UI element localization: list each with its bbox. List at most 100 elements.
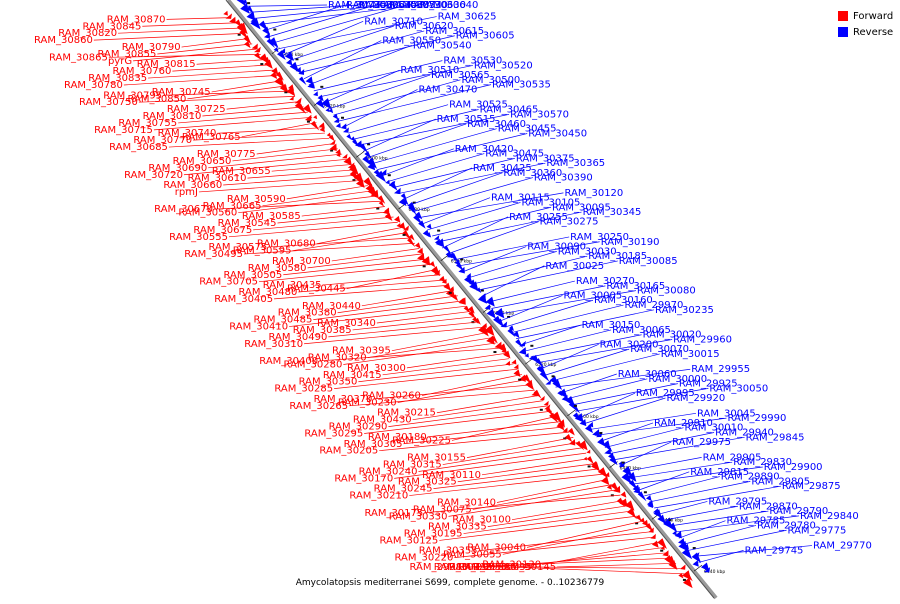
gene-label: RAM_30420 [455, 144, 514, 155]
gene-label: RAM_30335 [428, 522, 487, 533]
gene-glyph [355, 140, 362, 148]
gene-label: RAM_29980 [410, 562, 469, 573]
gene-label: RAM_30170 [334, 473, 393, 484]
gene-label: RAM_30035 [473, 562, 532, 573]
gene-label: RAM_30260 [362, 391, 421, 402]
gene-leader-line [223, 174, 360, 186]
gene-leader-line [181, 38, 248, 48]
gene-label: RAM_30085 [619, 256, 678, 267]
gene-label: RAM_30355 [419, 546, 478, 557]
gene-leader-line [93, 33, 244, 41]
gene-label: RAM_30625 [438, 12, 497, 23]
gene-glyph [342, 153, 348, 159]
genome-caption: Amycolatopsis mediterranei S699, complet… [295, 578, 605, 588]
gene-leader-line [303, 40, 382, 80]
gene-leader-line [609, 432, 715, 454]
gene-leader-line [454, 536, 655, 558]
gene-glyph [684, 572, 693, 582]
gene-label: RAM_30115 [491, 193, 550, 204]
gene-mark [306, 120, 310, 123]
gene-leader-line [244, 4, 327, 7]
gene-label: RAM_30670 [154, 204, 213, 215]
gene-label: RAM_30690 [148, 163, 207, 174]
gene-glyph [243, 35, 252, 45]
gene-label: RAM_29890 [721, 472, 780, 483]
gene-label: RAM_30155 [407, 453, 466, 464]
gene-leader-line [388, 405, 548, 427]
gene-leader-line [168, 137, 330, 148]
gene-glyph [294, 97, 302, 104]
gene-label: RAM_30745 [152, 87, 211, 98]
gene-glyph [522, 374, 532, 384]
gene-glyph [359, 143, 369, 154]
gene-mark [692, 547, 696, 550]
gene-glyph [342, 127, 349, 133]
gene-glyph [340, 123, 347, 130]
gene-label: RAM_30280 [284, 360, 343, 371]
gene-leader-line [308, 45, 412, 86]
gene-leader-line [604, 427, 684, 448]
gene-label: RAM_30680 [257, 239, 316, 250]
gene-glyph [332, 113, 339, 120]
gene-glyph [289, 61, 300, 73]
gene-label: RAM_30740 [158, 128, 217, 139]
gene-glyph [426, 223, 432, 230]
gene-label: pyrG [108, 56, 132, 67]
gene-label: RAM_30505 [223, 270, 282, 281]
gene-glyph [683, 577, 693, 589]
gene-label: RAM_30330 [389, 511, 448, 522]
gene-glyph [298, 76, 307, 86]
gene-label: RAM_30125 [379, 535, 438, 546]
gene-glyph [597, 437, 606, 447]
gene-glyph [375, 170, 386, 183]
gene-label: RAM_29925 [679, 379, 738, 390]
gene-glyph [501, 348, 507, 354]
gene-leader-line [274, 284, 450, 300]
gene-glyph [441, 278, 447, 284]
gene-glyph [328, 134, 335, 142]
gene-leader-line [193, 132, 325, 141]
gene-label: RAM_29775 [788, 525, 847, 536]
gene-label: RAM_30725 [167, 104, 226, 115]
gene-glyph [237, 22, 248, 35]
gene-glyph [326, 132, 332, 138]
gene-label: RAM_30855 [98, 49, 157, 60]
scale-tick-label: 6640 kbp [282, 52, 303, 58]
gene-label: RAM_30340 [317, 318, 376, 329]
gene-mark [563, 437, 567, 440]
gene-leader-line [372, 128, 497, 164]
gene-mark [387, 174, 391, 177]
gene-glyph [463, 305, 471, 314]
gene-label: RAM_30775 [197, 149, 256, 160]
gene-glyph [367, 157, 378, 169]
gene-leader-line [289, 305, 467, 327]
gene-label: RAM_30360 [503, 168, 562, 179]
gene-glyph [443, 282, 451, 291]
gene-leader-line [293, 30, 425, 68]
gene-glyph [402, 198, 409, 206]
gene-label: RAM_30000 [648, 374, 707, 385]
gene-leader-line [491, 285, 606, 309]
gene-label: RAM_30525 [449, 100, 508, 111]
gene-glyph [467, 306, 475, 314]
gene-label: RAM_30845 [82, 21, 141, 32]
gene-label: RAM_29770 [813, 541, 872, 552]
gene-leader-line [377, 133, 528, 170]
gene-leader-line [535, 339, 673, 364]
gene-label: RAM_30135 [434, 562, 493, 573]
gene-label: RAM_29790 [769, 506, 828, 517]
gene-leader-line [432, 206, 552, 237]
gene-label: RAM_30300 [347, 363, 406, 374]
gene-glyph [284, 51, 294, 62]
gene-leader-line [238, 195, 377, 214]
gene-leader-line [585, 397, 666, 424]
forward-swatch [838, 11, 848, 21]
gene-glyph [539, 370, 550, 382]
gene-label: RAM_30810 [143, 111, 202, 122]
gene-leader-line [343, 89, 418, 128]
gene-leader-line [323, 69, 400, 104]
gene-leader-line [545, 348, 630, 376]
gene-glyph [264, 59, 273, 69]
gene-glyph [333, 117, 340, 123]
gene-label: RAM_30315 [383, 460, 442, 471]
